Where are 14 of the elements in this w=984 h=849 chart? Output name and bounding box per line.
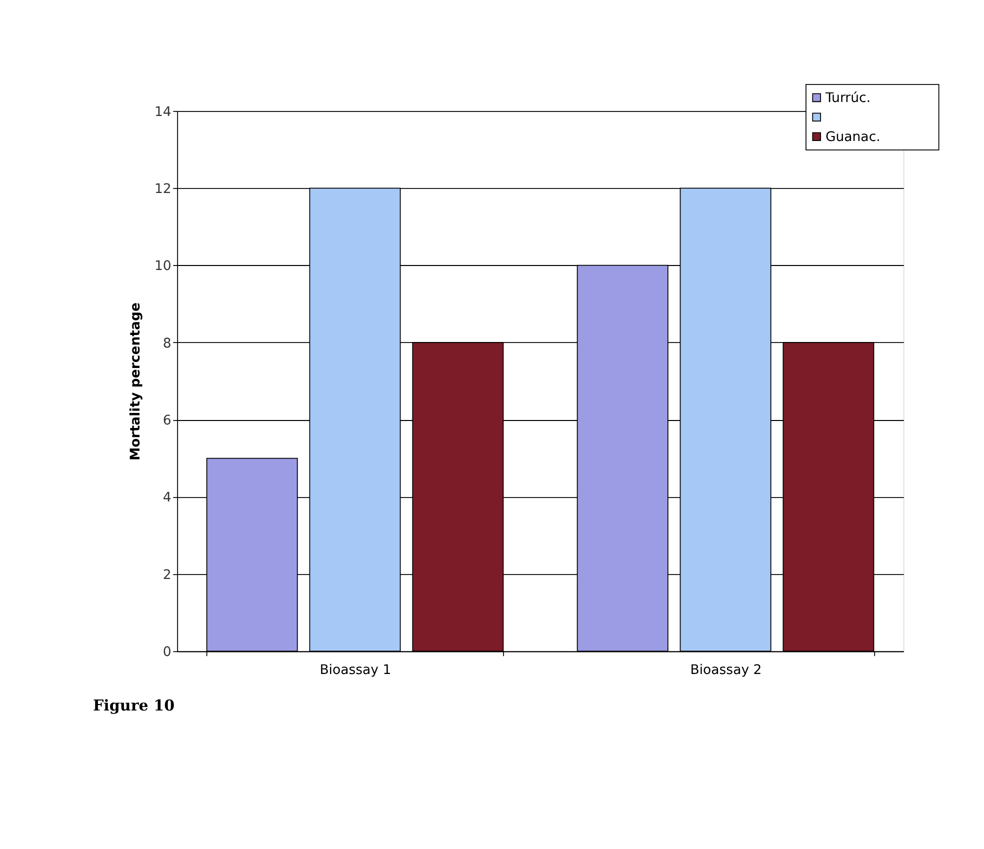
legend-label: Guanac. <box>825 130 880 146</box>
caption: Figure 10 <box>92 696 175 715</box>
y-tick-label: 12 <box>154 182 172 198</box>
y-tick-label: 2 <box>162 568 172 583</box>
x-tick-label: Bioassay 1 <box>320 662 392 678</box>
y-tick-label: 4 <box>162 490 172 506</box>
x-tick-label: Bioassay 2 <box>690 662 762 678</box>
y-axis-title: Mortality percentage <box>128 302 144 461</box>
y-tick-label: 10 <box>154 259 172 274</box>
y-tick-label: 8 <box>162 336 172 352</box>
y-tick-label: 6 <box>162 414 172 429</box>
y-tick-label: 14 <box>154 104 172 120</box>
y-tick-label: 0 <box>162 645 172 660</box>
legend-label: Turrúc. <box>824 91 871 106</box>
